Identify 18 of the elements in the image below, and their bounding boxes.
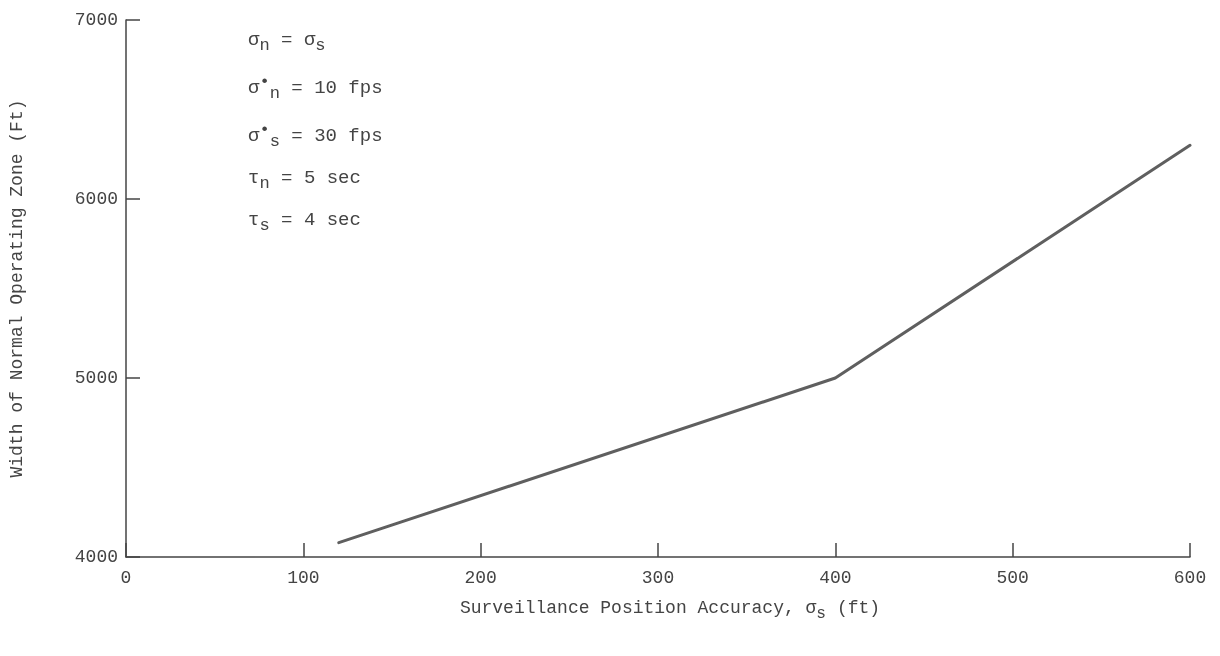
x-tick-label: 500	[996, 568, 1029, 588]
annotation: τ$_{n}$ = 5 sec	[248, 166, 362, 195]
annotation: σ$_{n}$ = σ$_{s}$	[248, 28, 327, 57]
y-tick-label: 4000	[74, 547, 118, 567]
y-tick-label: 6000	[74, 189, 118, 209]
x-tick-label: 200	[464, 568, 497, 588]
x-tick-label: 300	[641, 568, 675, 588]
annotation: τ$_{s}$ = 4 sec	[248, 207, 362, 237]
annotation: σ$^{•}$$_{s}$ = 30 fps	[248, 118, 383, 154]
x-tick-label: 400	[819, 568, 852, 588]
y-tick-label: 7000	[74, 10, 118, 30]
x-tick-label: 600	[1173, 568, 1207, 588]
y-axis-title: Width of Normal Operating Zone (Ft)	[7, 99, 27, 478]
x-tick-label: 100	[287, 568, 320, 588]
x-axis-title: Surveillance Position Accuracy, σ$_{s}$ (ft)	[458, 598, 882, 623]
annotation: σ$^{•}$$_{n}$ = 10 fps	[248, 70, 383, 105]
y-tick-label: 5000	[74, 368, 118, 388]
x-tick-label: 0	[120, 568, 132, 588]
